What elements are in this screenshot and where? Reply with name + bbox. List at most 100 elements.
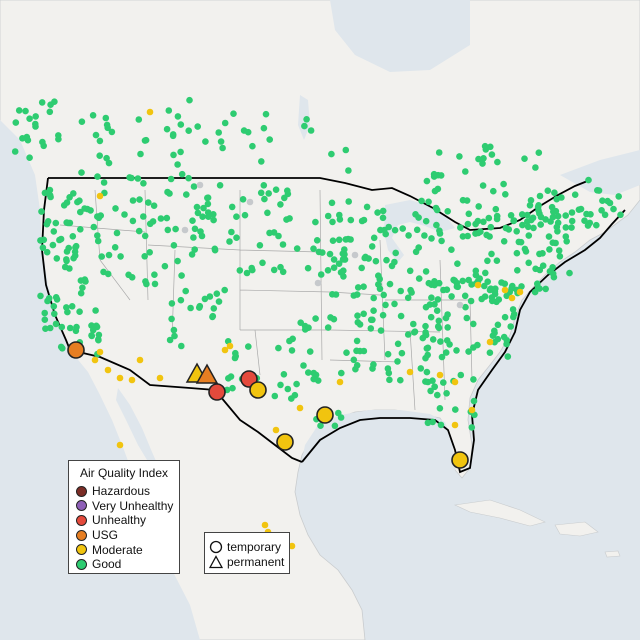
good-monitor-dot [422, 268, 430, 275]
good-monitor-dot [492, 205, 500, 213]
good-monitor-dot [456, 153, 463, 160]
good-monitor-dot [360, 310, 368, 318]
good-monitor-dot [183, 191, 190, 198]
good-monitor-dot [105, 251, 113, 259]
good-monitor-dot [171, 332, 178, 340]
good-monitor-dot [446, 341, 453, 348]
good-monitor-dot [41, 189, 49, 197]
good-monitor-dot [105, 159, 113, 167]
good-monitor-dot [482, 269, 489, 277]
good-monitor-dot [468, 424, 476, 431]
gulf-of-california [116, 388, 160, 470]
good-monitor-dot [421, 232, 428, 239]
good-monitor-dot [422, 217, 430, 225]
good-monitor-dot [415, 275, 423, 282]
good-monitor-dot [562, 212, 569, 219]
good-monitor-dot [372, 257, 380, 265]
moderate-monitor-dot [336, 378, 344, 386]
good-monitor-dot [493, 257, 501, 265]
good-monitor-dot [433, 307, 441, 315]
good-monitor-dot [415, 214, 422, 221]
good-monitor-dot [507, 323, 514, 330]
moderate-monitor-dot [406, 368, 414, 376]
good-monitor-dot [463, 314, 471, 322]
good-monitor-dot [367, 325, 375, 332]
no-data-monitor-dot [246, 198, 254, 206]
good-monitor-dot [293, 245, 301, 252]
good-monitor-dot [370, 307, 377, 315]
good-monitor-dot [221, 119, 229, 127]
good-monitor-dot [435, 317, 443, 325]
good-monitor-dot [510, 313, 517, 321]
good-monitor-dot [186, 96, 193, 104]
good-monitor-dot [141, 232, 149, 240]
good-monitor-dot [585, 176, 592, 184]
moderate-monitor-dot [221, 346, 229, 354]
good-monitor-dot [552, 239, 559, 247]
good-monitor-dot [94, 173, 101, 180]
good-monitor-dot [95, 214, 103, 222]
good-monitor-dot [129, 197, 137, 204]
good-monitor-dot [369, 316, 376, 324]
good-monitor-dot [210, 211, 217, 218]
good-monitor-dot [330, 256, 338, 263]
good-monitor-dot [340, 273, 347, 280]
legend-label: temporary [227, 539, 282, 554]
good-monitor-dot [64, 308, 71, 316]
good-monitor-dot [397, 312, 405, 320]
good-monitor-dot [216, 182, 224, 189]
good-monitor-dot [527, 216, 535, 224]
good-monitor-dot [510, 217, 517, 225]
good-monitor-dot [317, 422, 324, 430]
no-data-monitor-dot [314, 279, 322, 287]
good-monitor-dot [89, 112, 97, 119]
good-monitor-dot [81, 276, 89, 283]
pacific-coast-water [0, 120, 200, 640]
good-monitor-dot [297, 319, 305, 327]
good-monitor-dot [128, 174, 135, 182]
good-monitor-dot [94, 232, 101, 239]
legend-label: permanent [227, 554, 285, 569]
monitor-markers [11, 96, 624, 550]
good-monitor-dot [288, 395, 295, 402]
good-monitor-dot [165, 107, 173, 114]
good-monitor-dot [188, 251, 196, 258]
good-monitor-dot [217, 138, 225, 145]
good-monitor-dot [72, 242, 80, 250]
good-monitor-dot [239, 196, 247, 203]
good-monitor-dot [108, 128, 116, 136]
good-monitor-dot [474, 341, 481, 349]
moderate-monitor-dot [296, 404, 304, 412]
good-monitor-dot [524, 223, 532, 231]
good-monitor-dot [166, 190, 173, 197]
good-monitor-dot [174, 257, 181, 265]
good-monitor-dot [284, 385, 292, 393]
good-monitor-dot [422, 329, 429, 336]
good-monitor-dot [422, 322, 429, 330]
good-monitor-dot [157, 215, 165, 222]
good-monitor-dot [370, 234, 378, 242]
good-monitor-dot [615, 193, 622, 200]
good-monitor-dot [392, 249, 400, 257]
good-monitor-dot [77, 289, 85, 297]
good-monitor-dot [270, 266, 278, 274]
good-monitor-dot [429, 377, 436, 385]
good-monitor-dot [577, 205, 585, 213]
moderate-monitor-dot [272, 426, 280, 434]
good-monitor-dot [12, 119, 20, 126]
good-monitor-dot [103, 154, 110, 162]
good-monitor-dot [94, 237, 102, 245]
good-monitor-dot [487, 143, 494, 151]
good-monitor-dot [142, 136, 150, 144]
good-monitor-dot [312, 315, 319, 322]
good-monitor-dot [177, 148, 184, 156]
no-data-monitor-dot [196, 181, 204, 189]
good-monitor-dot [187, 304, 194, 312]
good-monitor-dot [146, 249, 153, 256]
good-monitor-dot [56, 236, 63, 244]
good-monitor-dot [330, 315, 338, 323]
good-monitor-dot [199, 213, 206, 220]
good-monitor-dot [407, 286, 414, 294]
good-monitor-dot [453, 347, 460, 354]
